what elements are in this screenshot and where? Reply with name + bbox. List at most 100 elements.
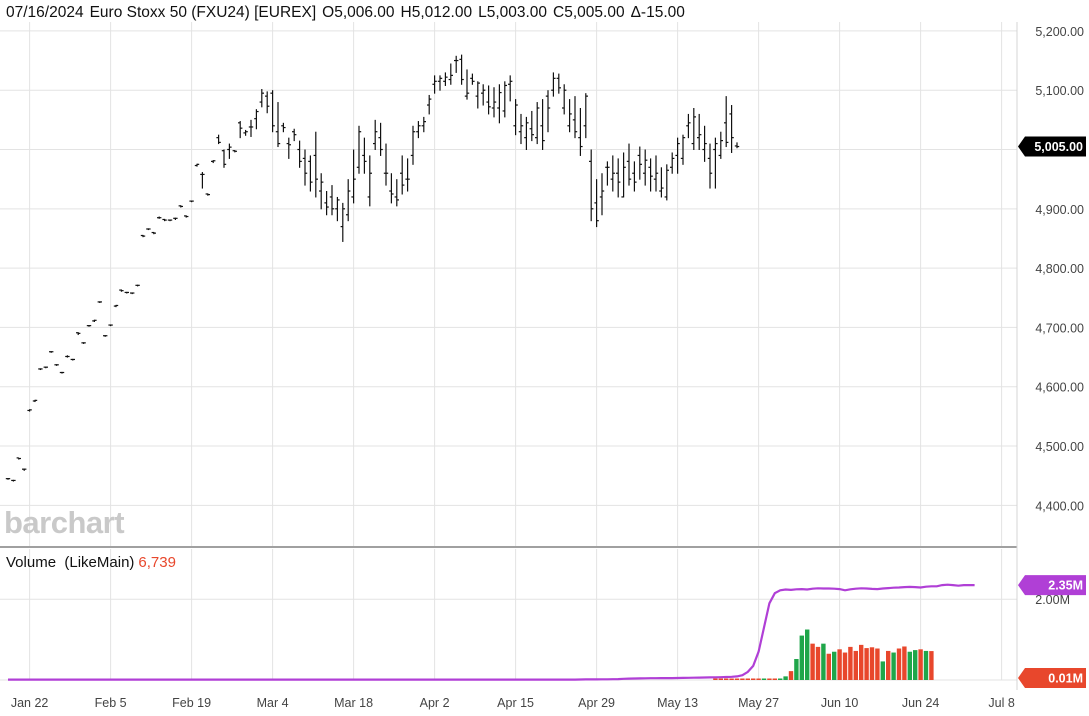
volume-bar — [734, 678, 740, 680]
ohlc-bar — [22, 468, 27, 471]
ohlc-bar — [119, 289, 124, 292]
ohlc-bar — [54, 364, 59, 366]
ohlc-bar — [65, 355, 70, 358]
ohlc-bar — [281, 122, 286, 133]
ohlc-bar — [248, 119, 254, 137]
volume-bar — [772, 678, 777, 680]
volume-bar — [918, 649, 923, 680]
time-tick-label: Jun 10 — [821, 696, 859, 710]
volume-bar — [745, 678, 750, 680]
ohlc-bar — [189, 200, 194, 203]
ohlc-bar — [238, 121, 243, 139]
ohlc-bar — [232, 150, 237, 153]
ohlc-bar — [103, 335, 108, 337]
ohlc-bar — [410, 125, 416, 165]
volume-bar — [740, 678, 745, 680]
ohlc-bar — [513, 99, 518, 136]
volume-bar — [837, 649, 842, 680]
price-tick-label: 4,500.00 — [1035, 440, 1084, 454]
ohlc-bar — [373, 119, 378, 151]
header-low: L5,003.00 — [478, 4, 548, 21]
ohlc-bar — [713, 137, 718, 189]
time-tick-label: Jul 8 — [988, 696, 1014, 710]
volume-label: Volume — [6, 554, 57, 571]
ohlc-bar — [11, 479, 16, 482]
ohlc-bar — [259, 89, 264, 108]
volume-bar — [923, 650, 929, 680]
ohlc-bar — [583, 93, 588, 139]
ohlc-bar — [140, 234, 146, 238]
ohlc-bar — [427, 94, 432, 115]
ohlc-bar — [448, 63, 453, 85]
volume-bar — [724, 678, 729, 680]
ohlc-bar — [162, 218, 167, 222]
volume-bar — [886, 650, 891, 680]
ohlc-bar — [270, 90, 275, 133]
volume-bar — [875, 648, 880, 680]
volume-panel-title[interactable]: Volume (LikeMain) 6,739 — [6, 554, 176, 571]
time-axis: Jan 22 Feb 5 Feb 19 Mar 4 Mar 18 Apr 2 Apr 15 A… — [11, 696, 1015, 710]
ohlc-bar — [616, 158, 621, 198]
ohlc-bar — [211, 160, 216, 164]
ohlc-bar — [297, 140, 302, 168]
ohlc-bar — [16, 457, 21, 460]
ohlc-bar — [540, 99, 545, 151]
header-open: O5,006.00 — [322, 4, 395, 21]
ohlc-bar — [502, 81, 507, 118]
barchart-logo: barchart — [4, 505, 125, 540]
price-grid — [0, 30, 1017, 681]
price-tick-label: 4,600.00 — [1035, 381, 1084, 395]
volume-bar — [794, 659, 799, 680]
volume-bar — [718, 678, 723, 680]
ohlc-bar — [589, 149, 594, 222]
chart-header: 07/16/2024 Euro Stoxx 50 (FXU24) [EUREX] O… — [6, 4, 691, 22]
ohlc-bar — [167, 219, 173, 222]
ohlc-bar — [535, 102, 540, 145]
volume-bar — [751, 678, 756, 680]
ohlc-bar — [324, 191, 329, 216]
volume-bar — [896, 648, 902, 680]
ohlc-bar — [459, 54, 464, 85]
ohlc-bar — [227, 143, 232, 159]
ohlc-bar — [518, 113, 524, 145]
ohlc-bar — [405, 158, 410, 192]
volume-line-badge-text: 2.35M — [1048, 579, 1083, 593]
ohlc-bar — [686, 113, 691, 139]
price-tick-label: 5,100.00 — [1035, 84, 1084, 98]
ohlc-bar — [362, 137, 367, 174]
header-high: H5,012.00 — [400, 4, 473, 21]
ohlc-bar — [545, 90, 551, 133]
time-grid — [29, 22, 1003, 680]
ohlc-bar — [643, 149, 648, 186]
volume-bar — [767, 678, 772, 680]
volume-bar — [826, 653, 831, 680]
volume-bar — [913, 650, 918, 680]
ohlc-bar — [567, 99, 572, 133]
ohlc-bar — [178, 205, 183, 208]
ohlc-bar — [562, 84, 567, 115]
volume-bar — [929, 651, 934, 680]
ohlc-bar — [632, 161, 637, 192]
ohlc-bar — [157, 216, 162, 219]
ohlc-bar — [308, 155, 313, 192]
ohlc-bar — [97, 301, 102, 304]
ohlc-bar — [313, 131, 318, 198]
ohlc-bar — [443, 72, 448, 86]
volume-line-badge: 2.35M — [1018, 575, 1086, 596]
price-axis: 5,200.005,100.005,000.004,900.004,800.00… — [1035, 25, 1084, 607]
ohlc-bar — [491, 87, 497, 118]
header-instrument[interactable]: Euro Stoxx 50 (FXU24) [EUREX] — [89, 4, 317, 21]
ohlc-bar — [302, 149, 308, 186]
volume-bar — [713, 678, 718, 680]
volume-bar — [848, 646, 853, 680]
volume-line-layer — [8, 583, 975, 681]
ohlc-bar — [135, 284, 140, 287]
ohlc-bar — [594, 179, 599, 228]
volume-bar — [761, 678, 767, 680]
price-tick-label: 4,400.00 — [1035, 499, 1084, 513]
volume-bar — [842, 652, 848, 680]
ohlc-bar — [356, 125, 362, 174]
ohlc-bar — [151, 231, 156, 235]
price-tick-label: 5,200.00 — [1035, 25, 1084, 39]
ohlc-bar — [729, 105, 734, 153]
